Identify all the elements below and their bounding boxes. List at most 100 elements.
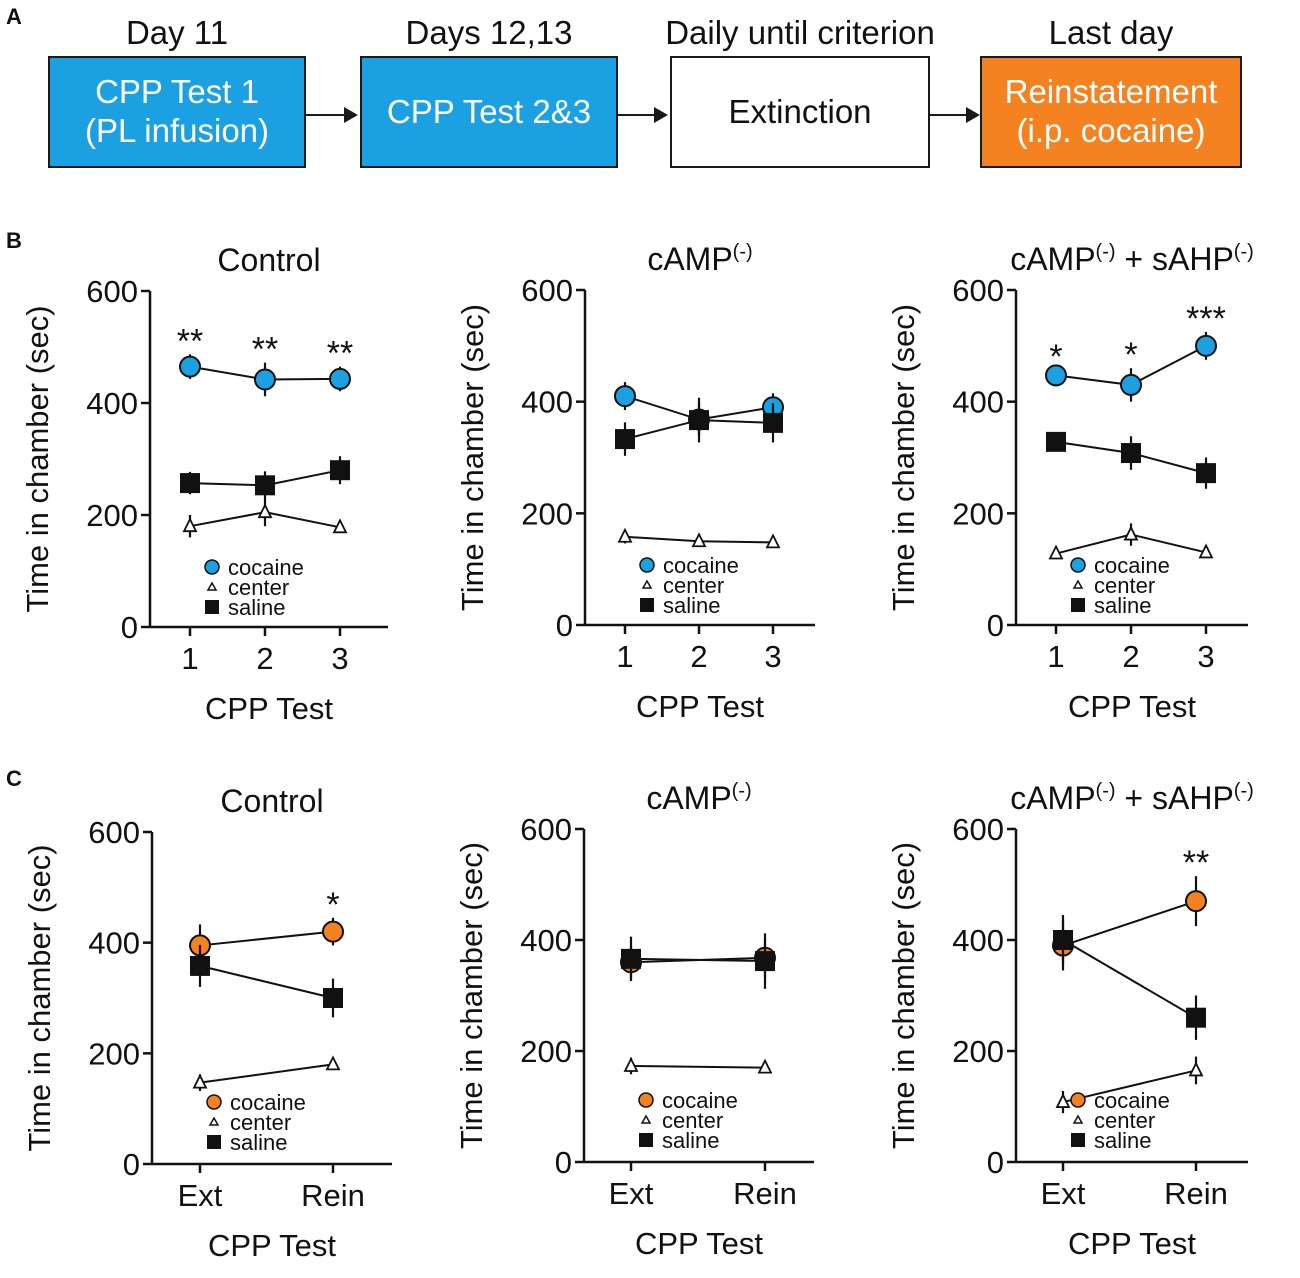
y-tick-label: 0 (123, 1147, 140, 1182)
data-point-saline (180, 473, 200, 494)
significance-marker: *** (1186, 300, 1226, 338)
panel-letter-a: A (6, 4, 22, 29)
y-tick-label: 200 (88, 1036, 140, 1071)
data-point-cocaine (254, 368, 276, 391)
flow-step-2-box: CPP Test 2&3 (360, 56, 618, 168)
series-saline (190, 944, 343, 1018)
x-tick-label: 2 (690, 639, 707, 674)
flow-step-3-box: Extinction (670, 56, 930, 168)
series-saline (1053, 915, 1206, 1040)
data-point-center (1123, 525, 1139, 541)
significance-marker: ** (1183, 844, 1209, 882)
data-point-cocaine (1045, 364, 1067, 387)
legend-marker-cocaine (204, 559, 220, 575)
legend-marker-saline (640, 598, 654, 612)
chart-c1: Control 0 200 400 600 Time in chamber (sec) Ex… (22, 783, 392, 1263)
legend-marker-center (641, 579, 653, 589)
y-tick-label: 400 (520, 923, 572, 958)
x-axis-label: CPP Test (636, 689, 764, 724)
legend-marker-center (640, 1114, 652, 1124)
series-cocaine (1045, 331, 1217, 402)
data-point-center (182, 517, 198, 533)
data-point-center (765, 533, 781, 549)
data-point-saline (330, 460, 350, 481)
flow-step-1-box: CPP Test 1 (PL infusion) (48, 56, 306, 168)
chart-title: cAMP(-) (647, 241, 752, 277)
x-tick-label: Rein (1164, 1176, 1228, 1211)
x-tick-label: 3 (331, 641, 348, 676)
chart-c3: cAMP(-) + sAHP(-) 0 200 400 600 Time in chamb… (886, 780, 1254, 1261)
x-tick-label: Ext (1041, 1176, 1086, 1211)
legend-label-cocaine: cocaine (1094, 1088, 1170, 1113)
significance-marker: ** (252, 331, 278, 369)
series-saline (621, 933, 775, 989)
data-point-cocaine (1185, 890, 1207, 913)
y-tick-label: 600 (520, 812, 572, 847)
y-tick-label: 0 (987, 1145, 1004, 1180)
y-axis-label: Time in chamber (sec) (455, 304, 490, 611)
flow-step-2-line-1: CPP Test 2&3 (386, 92, 592, 130)
series-center (192, 1055, 341, 1091)
y-axis-label: Time in chamber (sec) (886, 842, 921, 1149)
x-axis-label: CPP Test (205, 691, 333, 726)
data-point-saline (615, 429, 635, 450)
data-point-center (1188, 1061, 1204, 1077)
y-tick-label: 400 (952, 385, 1004, 420)
chart-b2: cAMP(-) 0 200 400 600 Time in chamber (sec) 1 2… (455, 241, 815, 724)
data-point-center (1055, 1093, 1071, 1108)
chart-title: Control (217, 242, 320, 278)
x-tick-label: Ext (609, 1176, 654, 1211)
legend-marker-saline (639, 1133, 653, 1147)
data-point-saline (190, 955, 210, 976)
data-point-cocaine (1120, 373, 1142, 396)
legend-marker-cocaine (639, 557, 655, 573)
chart-b3: cAMP(-) + sAHP(-) 0 200 400 600 Time in chamb… (886, 241, 1254, 724)
x-tick-label: Ext (178, 1178, 223, 1213)
x-axis-label: CPP Test (1068, 1226, 1196, 1261)
y-axis-label: Time in chamber (sec) (22, 844, 57, 1151)
y-tick-label: 600 (952, 273, 1004, 308)
legend-marker-cocaine (206, 1094, 222, 1110)
flow-step-4-line-2: (i.p. cocaine) (1016, 112, 1206, 149)
data-point-saline (1053, 930, 1073, 950)
x-tick-label: Rein (733, 1176, 797, 1211)
x-axis-label: CPP Test (1068, 689, 1196, 724)
y-tick-label: 200 (952, 1034, 1004, 1069)
series-cocaine (1052, 876, 1207, 971)
data-point-saline (689, 410, 709, 431)
legend-label-center: center (662, 1108, 723, 1133)
y-tick-label: 600 (88, 815, 140, 850)
series-center (1055, 1056, 1204, 1114)
significance-marker: * (1049, 338, 1062, 376)
data-point-center (617, 527, 633, 543)
data-point-saline (1196, 463, 1216, 484)
series-line (1062, 900, 1197, 947)
legend-label-center: center (1094, 1108, 1155, 1133)
y-tick-label: 400 (952, 923, 1004, 958)
legend-marker-saline (207, 1135, 221, 1149)
data-point-saline (255, 475, 275, 496)
x-axis-label: CPP Test (635, 1226, 763, 1261)
data-point-saline (1121, 443, 1141, 464)
x-tick-label: 1 (1047, 639, 1064, 674)
legend-marker-saline (1071, 1133, 1085, 1147)
legend-marker-center (1072, 579, 1084, 589)
significance-marker: * (326, 886, 339, 924)
y-tick-label: 200 (86, 498, 138, 533)
data-point-saline (323, 988, 343, 1008)
series-line (630, 1064, 766, 1069)
x-tick-label: 2 (256, 641, 273, 676)
y-tick-label: 400 (88, 926, 140, 961)
legend-label-cocaine: cocaine (663, 553, 739, 578)
flow-step-1-line-2: (PL infusion) (84, 112, 270, 149)
y-axis-label: Time in chamber (sec) (454, 842, 489, 1149)
flow-step-1-label: Day 11 (125, 14, 229, 51)
panel-letter-b: B (6, 228, 22, 253)
series-saline (1046, 431, 1216, 489)
legend-marker-cocaine (1070, 1092, 1086, 1108)
y-tick-label: 200 (952, 496, 1004, 531)
data-point-saline (763, 412, 783, 433)
